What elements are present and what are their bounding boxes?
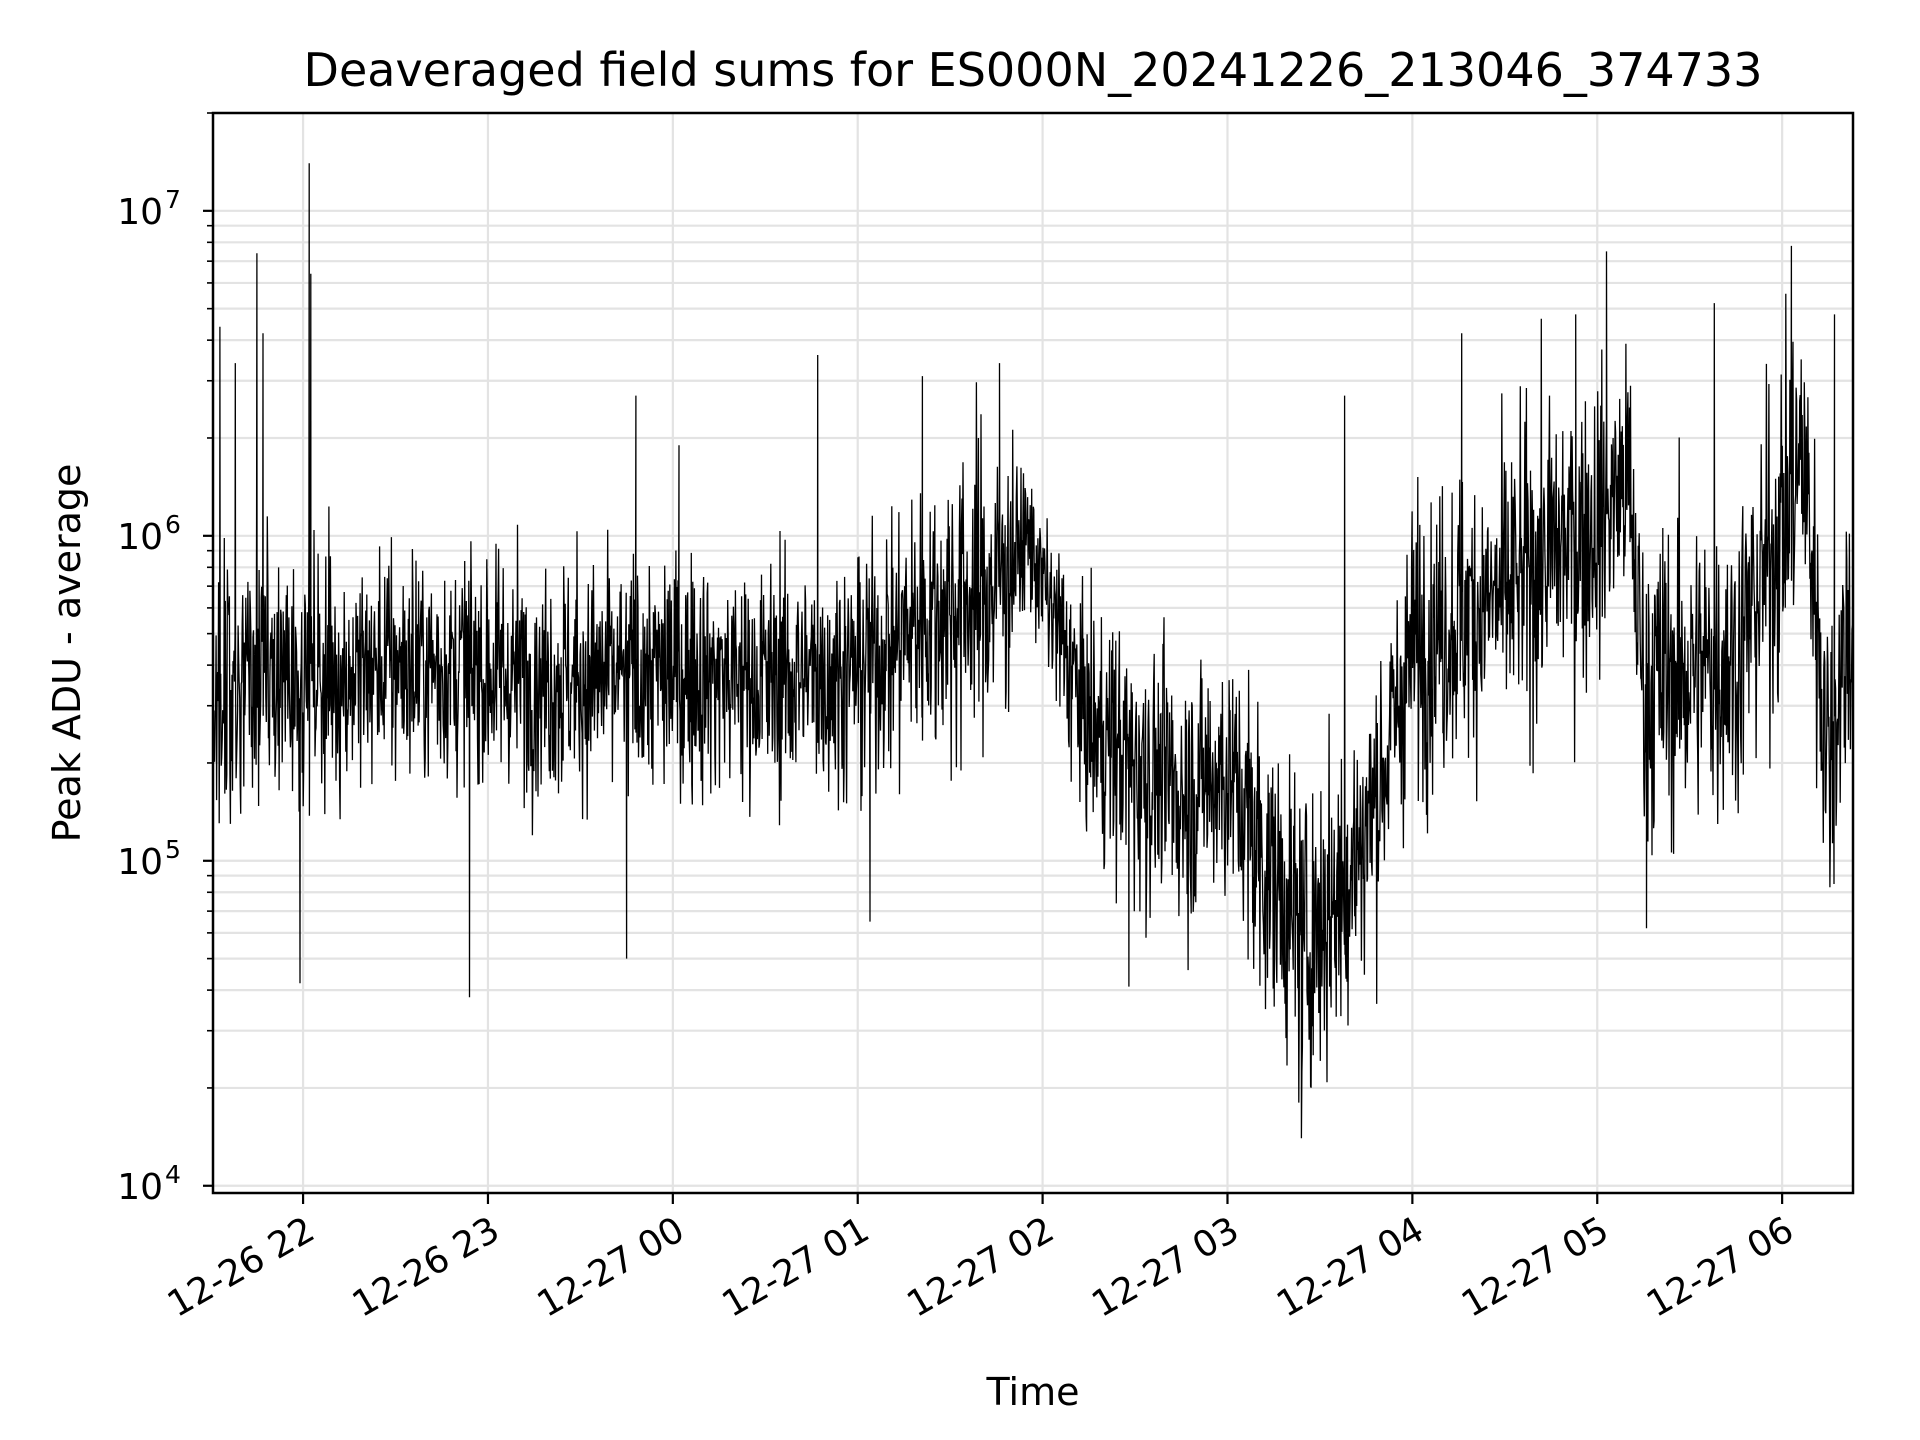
y-tick-label-exponent: 6 [165,510,181,539]
grid-layer [213,111,1853,1193]
chart-title: Deaveraged field sums for ES000N_2024122… [304,43,1763,97]
y-tick-label: 10 [117,192,163,233]
y-tick-label-exponent: 7 [165,185,181,214]
tick-layer [203,112,1784,1204]
y-tick-label: 10 [117,517,163,558]
y-tick-label-exponent: 4 [165,1160,181,1189]
y-tick-label: 10 [117,842,163,883]
y-tick-label-exponent: 5 [165,835,181,864]
data-layer [212,163,1854,1139]
data-series-line [212,163,1854,1139]
y-tick-label: 10 [117,1167,163,1208]
plot-frame [211,111,1855,1195]
x-axis-label: Time [986,1370,1080,1414]
y-axis-label: Peak ADU - average [45,464,89,843]
